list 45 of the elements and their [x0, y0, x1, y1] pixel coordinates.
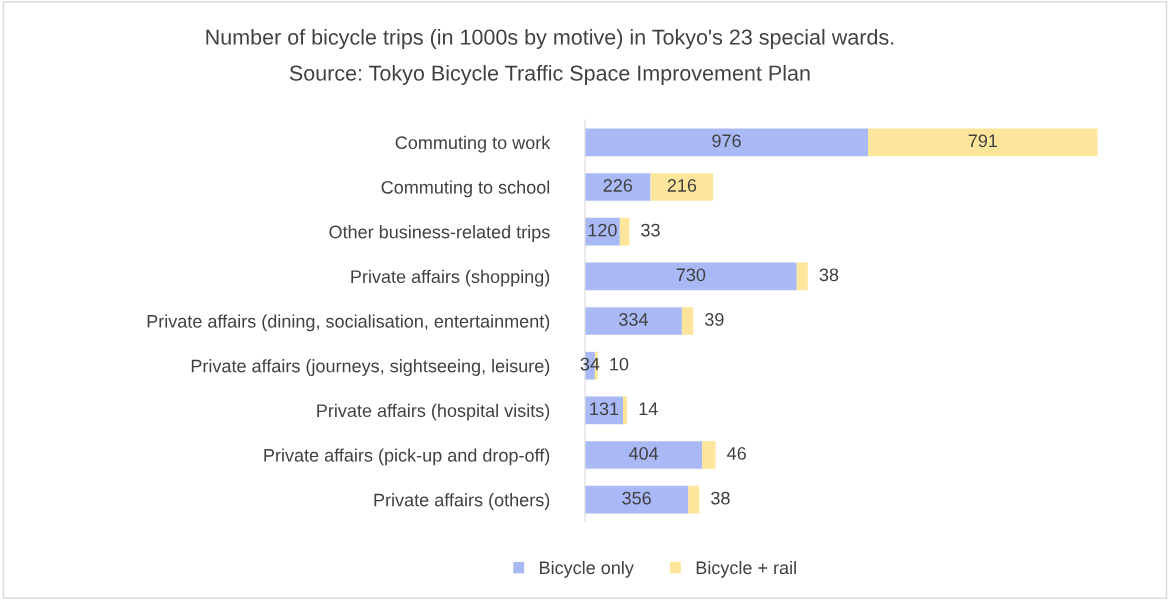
bar [702, 441, 716, 469]
data-label: 791 [968, 134, 998, 148]
y-tick-label: Private affairs (dining, socialisation, entertainment) [147, 314, 550, 332]
y-tick-label: Commuting to work [395, 135, 551, 153]
bar [585, 485, 689, 514]
data-label: 46 [727, 447, 746, 460]
bar [681, 307, 694, 335]
data-label: 216 [667, 179, 697, 192]
data-label: 404 [628, 447, 659, 460]
bar [650, 173, 714, 201]
y-tick-label: Commuting to school [381, 180, 550, 198]
data-label: 131 [590, 402, 619, 416]
data-label: 34 [580, 357, 600, 371]
data-label: 226 [603, 179, 633, 192]
y-tick-label: Private affairs (journeys, sightseeing, leisure) [191, 359, 550, 376]
data-label: 120 [588, 223, 617, 237]
data-label: 356 [622, 491, 651, 505]
bar [585, 128, 869, 157]
data-label: 334 [619, 313, 648, 326]
bar [585, 441, 703, 469]
data-label: 10 [610, 357, 629, 371]
bar [585, 173, 651, 201]
y-tick-label: Other business-related trips [329, 225, 550, 242]
data-label: 33 [641, 223, 660, 237]
bar [619, 217, 630, 246]
bar [868, 128, 1098, 157]
y-tick-label: Private affairs (shopping) [351, 269, 550, 287]
bar [688, 485, 700, 514]
data-label: 976 [712, 134, 741, 148]
data-label: 38 [819, 268, 839, 282]
legend-label: Bicycle only [540, 560, 634, 578]
data-label: 39 [705, 313, 724, 326]
data-label: 14 [639, 402, 658, 415]
data-label: 730 [676, 268, 706, 282]
y-tick-label: Private affairs (others) [374, 493, 550, 510]
chart-title: Number of bicycle trips (in 1000s by motive) in Tokyo's 23 special wards. [206, 28, 894, 50]
bar [585, 262, 797, 291]
y-tick-label: Private affairs (pick-up and drop-off) [264, 448, 550, 466]
bar [623, 396, 628, 425]
y-tick-label: Private affairs (hospital visits) [317, 403, 550, 421]
legend-label: Bicycle + rail [696, 560, 796, 578]
bar [796, 262, 808, 291]
data-label: 38 [711, 491, 730, 505]
bar [585, 307, 682, 335]
chart-subtitle: Source: Tokyo Bicycle Traffic Space Improvement Plan [289, 64, 810, 86]
